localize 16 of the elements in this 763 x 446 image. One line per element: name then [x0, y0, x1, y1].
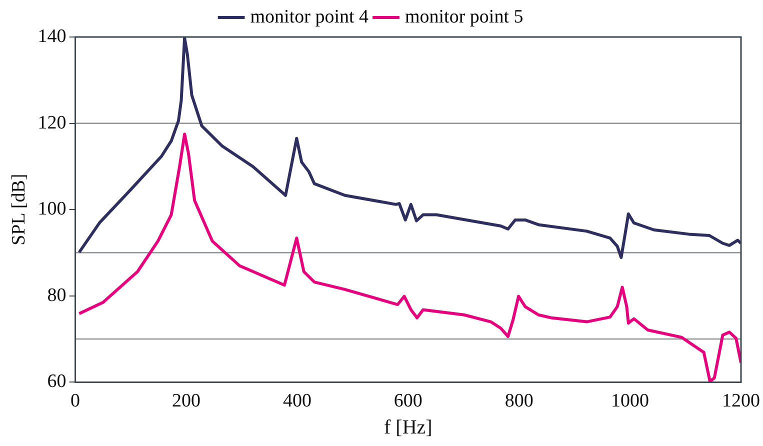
- x-tick-label: 200: [172, 390, 200, 412]
- x-tick-label: 600: [394, 390, 422, 412]
- y-tick-label: 100: [38, 198, 66, 220]
- x-tick-label: 800: [504, 390, 534, 412]
- x-tick-label: 1200: [722, 390, 760, 412]
- y-tick-label: 140: [38, 26, 66, 47]
- x-tick-label: 400: [282, 390, 312, 412]
- y-tick-label: 60: [47, 371, 66, 392]
- x-tick-label: 1000: [611, 390, 650, 412]
- x-axis-title: f [Hz]: [384, 416, 432, 438]
- y-axis-title: SPL [dB]: [8, 174, 30, 246]
- y-tick-label: 80: [47, 284, 66, 306]
- y-tick-label: 120: [38, 112, 66, 134]
- legend-label: monitor point 5: [405, 6, 524, 28]
- legend-label: monitor point 4: [250, 6, 369, 28]
- x-tick-label: 0: [70, 390, 80, 412]
